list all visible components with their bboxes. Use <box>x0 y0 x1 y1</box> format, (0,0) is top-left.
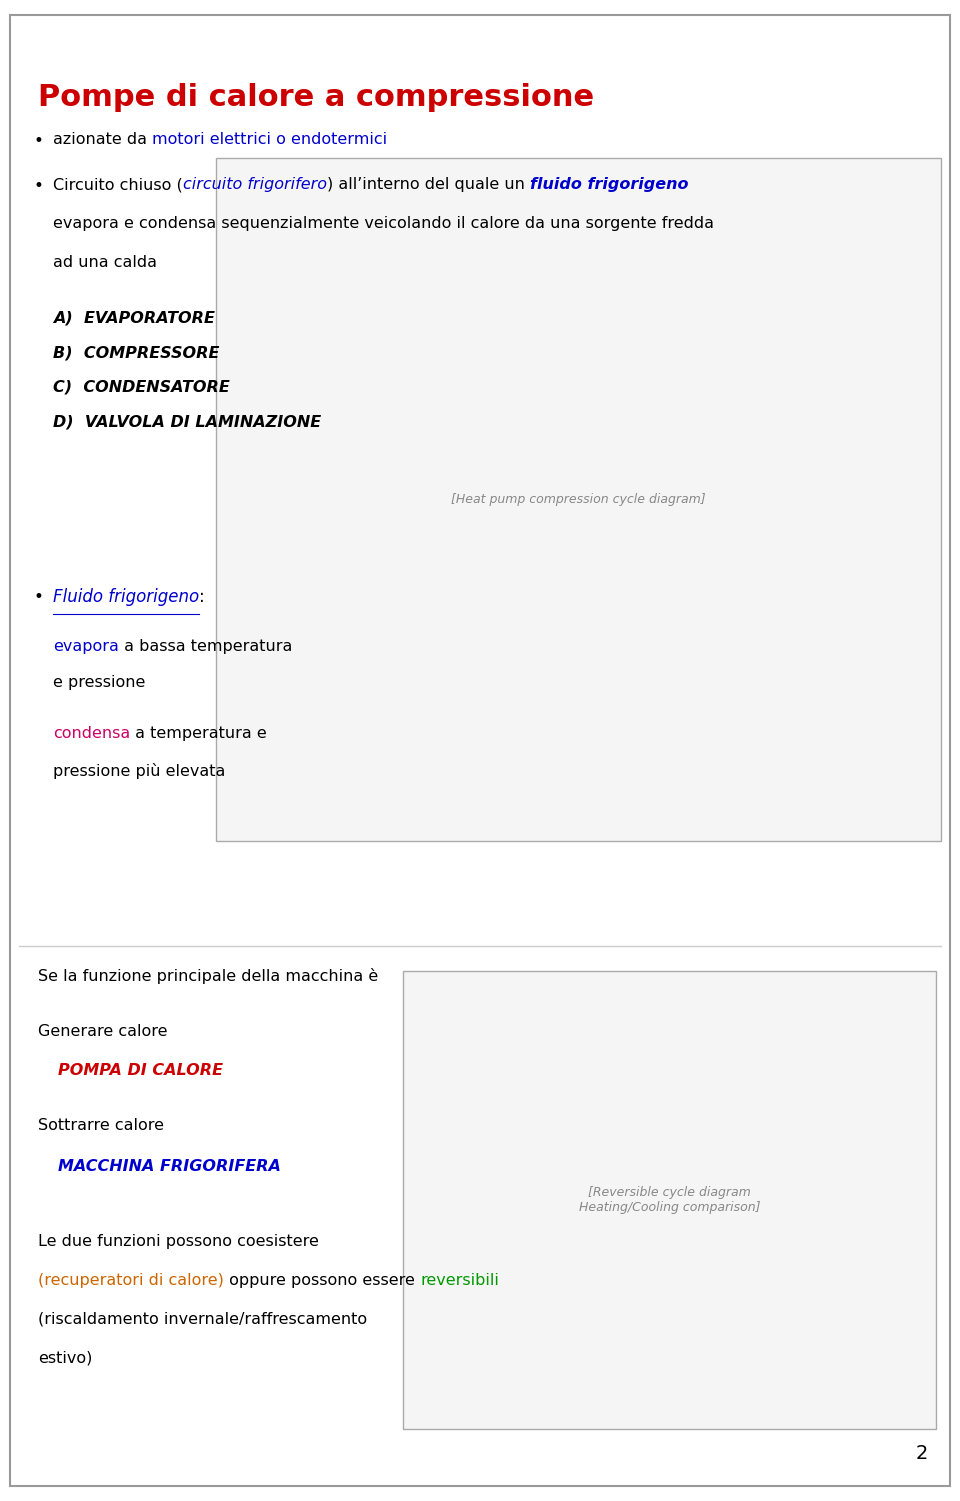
Text: POMPA DI CALORE: POMPA DI CALORE <box>58 1063 223 1078</box>
Text: Generare calore: Generare calore <box>38 1024 168 1039</box>
Text: estivo): estivo) <box>38 1351 93 1366</box>
Text: ad una calda: ad una calda <box>53 255 156 270</box>
FancyBboxPatch shape <box>216 158 941 841</box>
Text: (recuperatori di calore): (recuperatori di calore) <box>38 1273 225 1288</box>
Text: Se la funzione principale della macchina è: Se la funzione principale della macchina… <box>38 968 378 985</box>
Text: (riscaldamento invernale/raffrescamento: (riscaldamento invernale/raffrescamento <box>38 1312 368 1327</box>
Text: [Reversible cycle diagram
Heating/Cooling comparison]: [Reversible cycle diagram Heating/Coolin… <box>579 1186 760 1214</box>
FancyBboxPatch shape <box>10 15 950 1486</box>
Text: evapora: evapora <box>53 639 119 654</box>
Text: azionate da: azionate da <box>53 132 152 147</box>
Text: •: • <box>34 177 43 195</box>
Text: pressione più elevata: pressione più elevata <box>53 763 226 779</box>
Text: oppure possono essere: oppure possono essere <box>225 1273 420 1288</box>
Text: Pompe di calore a compressione: Pompe di calore a compressione <box>38 83 594 111</box>
Text: evapora e condensa sequenzialmente veicolando il calore da una sorgente fredda: evapora e condensa sequenzialmente veico… <box>53 216 714 231</box>
Text: A)  EVAPORATORE: A) EVAPORATORE <box>53 311 215 326</box>
Text: C)  CONDENSATORE: C) CONDENSATORE <box>53 380 229 395</box>
Text: condensa: condensa <box>53 726 130 741</box>
Text: a bassa temperatura: a bassa temperatura <box>119 639 292 654</box>
Text: •: • <box>34 588 43 606</box>
Text: Circuito chiuso (: Circuito chiuso ( <box>53 177 182 192</box>
Text: Fluido frigorigeno: Fluido frigorigeno <box>53 588 199 606</box>
Text: :: : <box>199 588 204 606</box>
Text: [Heat pump compression cycle diagram]: [Heat pump compression cycle diagram] <box>451 492 706 506</box>
Text: Le due funzioni possono coesistere: Le due funzioni possono coesistere <box>38 1234 320 1249</box>
Text: •: • <box>34 132 43 150</box>
Text: reversibili: reversibili <box>420 1273 499 1288</box>
Text: B)  COMPRESSORE: B) COMPRESSORE <box>53 345 219 360</box>
Text: e pressione: e pressione <box>53 675 145 690</box>
Text: ) all’interno del quale un: ) all’interno del quale un <box>326 177 530 192</box>
Text: 2: 2 <box>916 1444 927 1463</box>
Text: MACCHINA FRIGORIFERA: MACCHINA FRIGORIFERA <box>58 1159 280 1174</box>
Text: a temperatura e: a temperatura e <box>130 726 267 741</box>
Text: Sottrarre calore: Sottrarre calore <box>38 1118 164 1133</box>
Text: fluido frigorigeno: fluido frigorigeno <box>530 177 688 192</box>
FancyBboxPatch shape <box>403 971 936 1429</box>
Text: motori elettrici o endotermici: motori elettrici o endotermici <box>152 132 387 147</box>
Text: D)  VALVOLA DI LAMINAZIONE: D) VALVOLA DI LAMINAZIONE <box>53 414 321 429</box>
Text: circuito frigorifero: circuito frigorifero <box>182 177 326 192</box>
